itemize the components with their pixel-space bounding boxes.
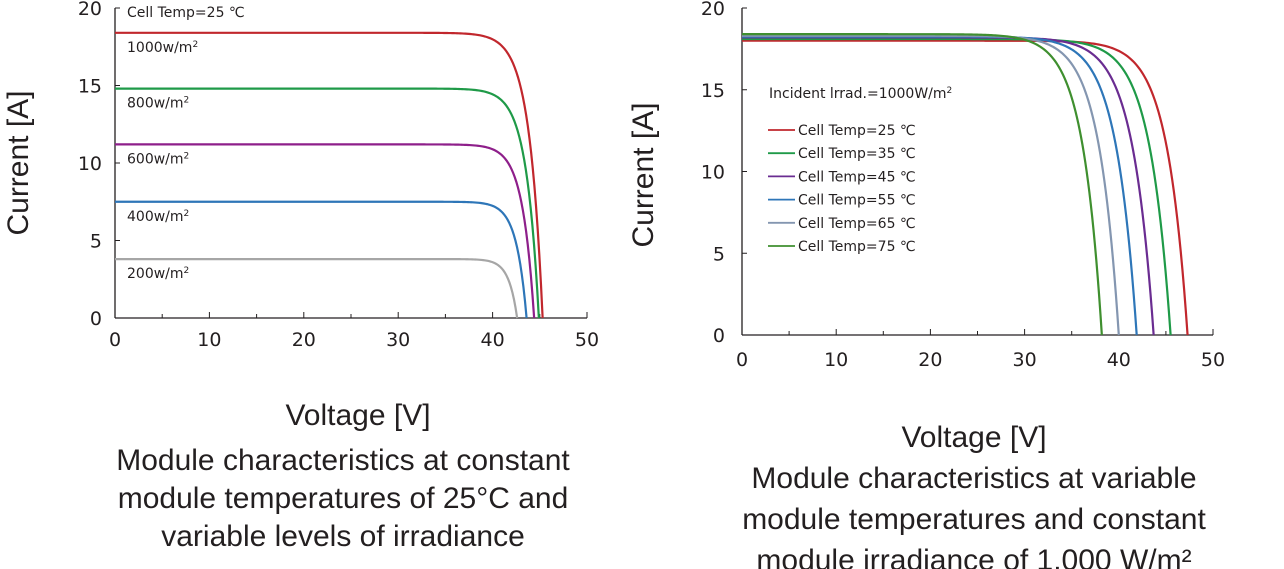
y-tick-label: 5: [713, 243, 725, 265]
chart-panel-1: 0 10 20 30 40 50 0 5 10 15 20 Current [A] Cell Temp=…: [2, 0, 599, 553]
series-label-1: 1000w/m2: [127, 40, 198, 56]
y-tick-label: 0: [90, 308, 102, 330]
y-tick-label: 20: [78, 0, 102, 20]
x-tick-label: 20: [918, 349, 942, 371]
chart-annotation: Cell Temp=25 ℃: [127, 5, 245, 21]
legend-entry-4: Cell Temp=55 ℃: [798, 193, 916, 209]
y-axis-label: Current [A]: [2, 90, 35, 235]
series-label-4: 400w/m2: [127, 209, 189, 225]
caption-line-1: Module characteristics at variable: [751, 462, 1196, 495]
series-line-5: [115, 258, 519, 319]
caption-line-1: Module characteristics at constant: [116, 444, 570, 477]
series-line-5: [742, 34, 1120, 336]
series-line-2: [742, 37, 1172, 336]
x-tick-label: 40: [481, 329, 505, 351]
x-axis-label: Voltage [V]: [901, 421, 1046, 454]
series-line-1: [115, 31, 544, 319]
y-tick-label: 5: [90, 231, 102, 253]
series-line-1: [742, 39, 1189, 336]
chart-annotation: Incident lrrad.=1000W/m2: [769, 86, 952, 102]
legend-entry-1: Cell Temp=25 ℃: [798, 123, 916, 139]
chart-panel-2: 0 10 20 30 40 50 0 5 10 15 20 Current [A] Incident l…: [627, 0, 1225, 569]
x-tick-label: 50: [575, 329, 599, 351]
x-tick-label: 0: [736, 349, 748, 371]
y-tick-label: 15: [701, 80, 725, 102]
caption-line-3: variable levels of irradiance: [161, 520, 525, 553]
series-label-2: 800w/m2: [127, 96, 189, 112]
caption-line-2: module temperatures and constant: [742, 503, 1206, 536]
series-line-4: [742, 35, 1138, 336]
caption-line-3: module irradiance of 1.000 W/m²: [756, 544, 1191, 569]
series-line-6: [742, 33, 1103, 336]
y-tick-label: 10: [701, 162, 725, 184]
x-tick-label: 30: [386, 329, 410, 351]
series-line-4: [115, 200, 528, 319]
series-line-3: [115, 143, 536, 319]
y-tick-label: 15: [78, 76, 102, 98]
series-line-3: [742, 36, 1155, 336]
legend-entry-2: Cell Temp=35 ℃: [798, 146, 916, 162]
x-axis-label: Voltage [V]: [285, 399, 430, 432]
x-tick-label: 20: [292, 329, 316, 351]
series-line-2: [115, 87, 540, 319]
legend: Cell Temp=25 ℃ Cell Temp=35 ℃ Cell Temp=45…: [768, 123, 916, 255]
x-tick-label: 50: [1201, 349, 1225, 371]
x-tick-label: 10: [197, 329, 221, 351]
x-tick-label: 0: [109, 329, 121, 351]
legend-entry-3: Cell Temp=45 ℃: [798, 169, 916, 185]
x-tick-label: 40: [1107, 349, 1131, 371]
x-tick-label: 10: [824, 349, 848, 371]
y-tick-label: 0: [713, 325, 725, 347]
caption-line-2: module temperatures of 25°C and: [118, 482, 569, 515]
y-axis-label: Current [A]: [627, 102, 660, 247]
series-label-3: 600w/m2: [127, 151, 189, 167]
legend-entry-6: Cell Temp=75 ℃: [798, 239, 916, 255]
y-tick-label: 10: [78, 153, 102, 175]
series-label-5: 200w/m2: [127, 266, 189, 282]
x-tick-label: 30: [1013, 349, 1037, 371]
legend-entry-5: Cell Temp=65 ℃: [798, 216, 916, 232]
y-tick-label: 20: [701, 0, 725, 20]
